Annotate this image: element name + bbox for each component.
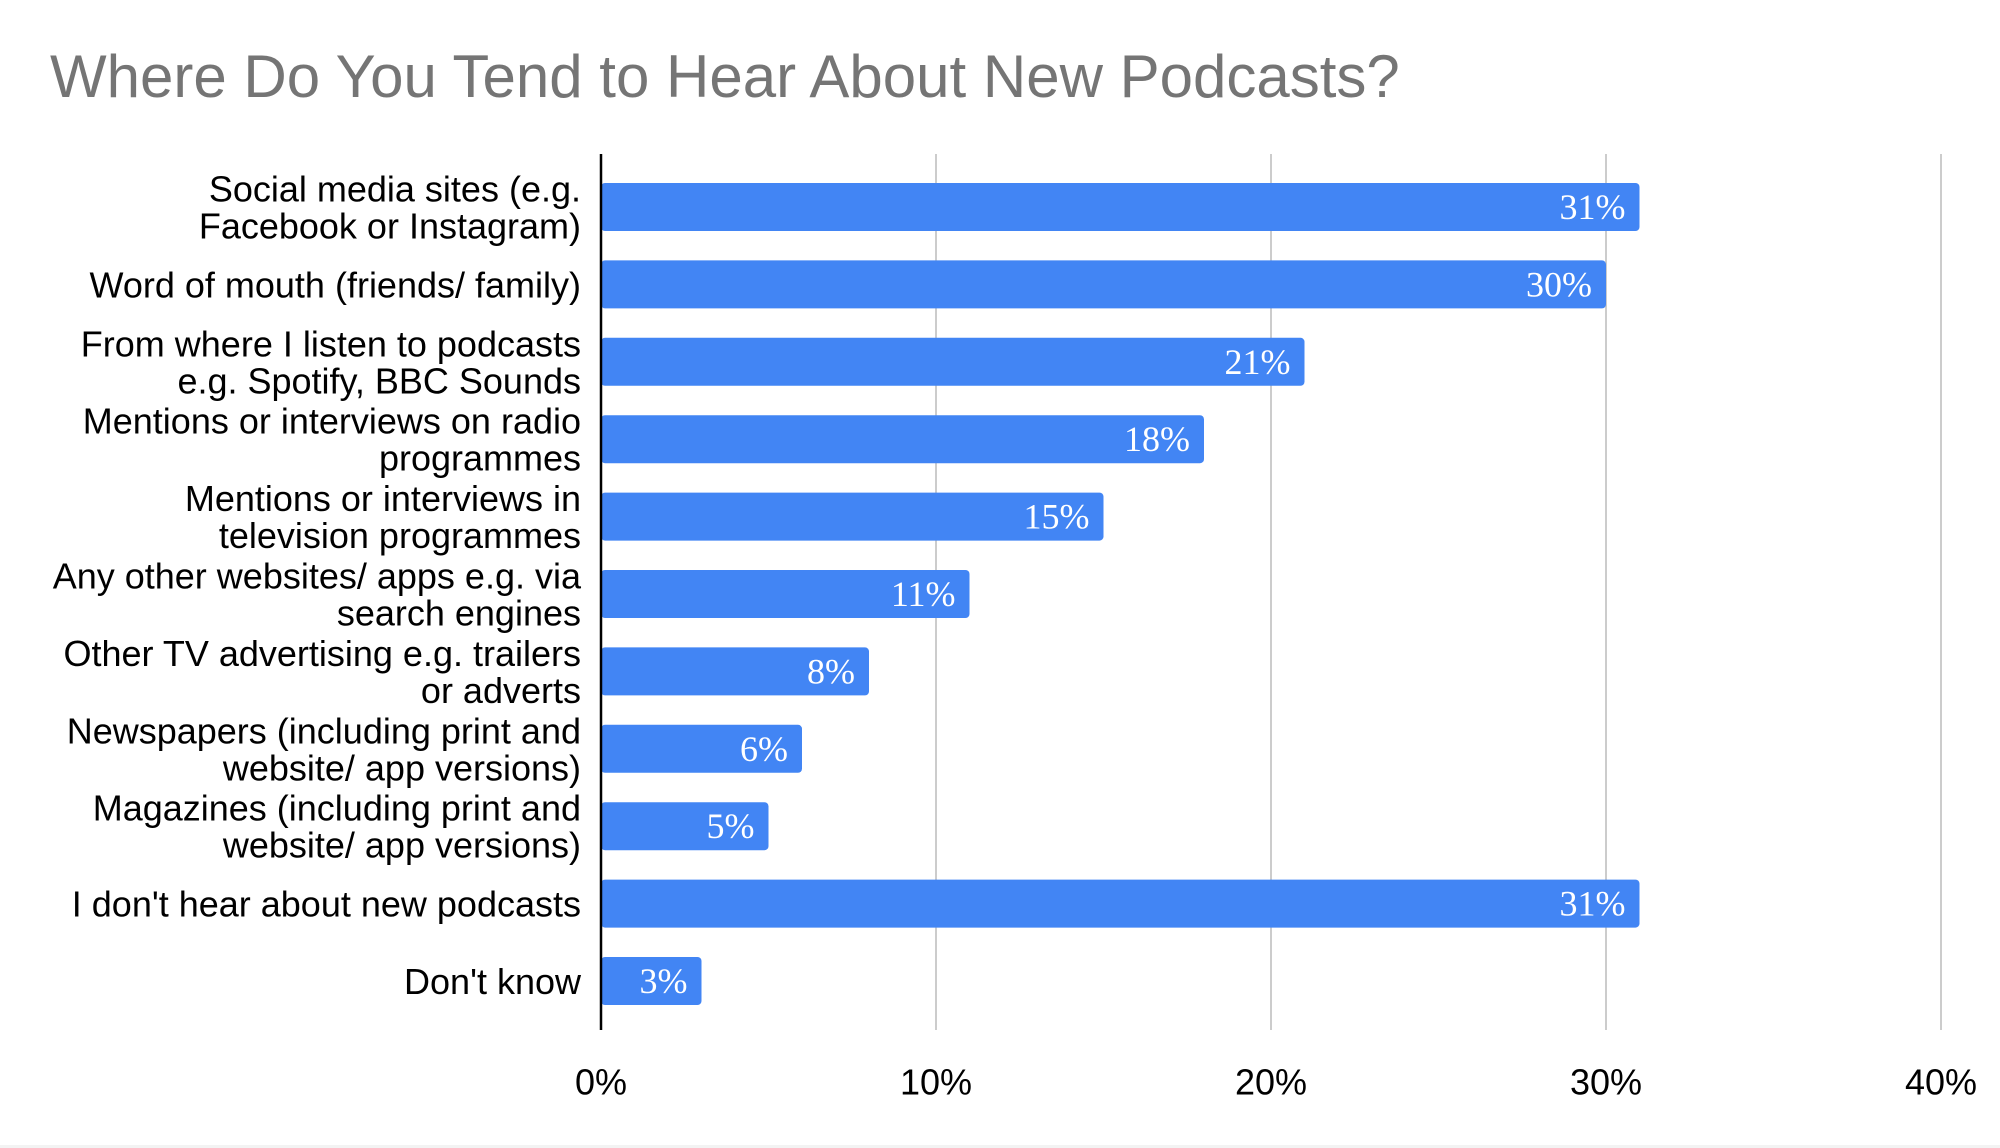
bottom-divider [0,1145,2000,1148]
category-labels: Social media sites (e.g. Facebook or Inst… [53,168,582,1002]
category-label-1: Word of mouth (friends/ family) [90,264,581,305]
bar-8 [601,802,769,851]
bar-10 [601,957,702,1005]
data-label-9: 31% [1560,884,1626,924]
bar-3 [601,415,1204,464]
category-label-2: From where I listen to podcasts e.g. Spot… [81,323,581,401]
data-label-3: 18% [1124,419,1190,459]
bar-6 [601,647,869,696]
category-label-6: Other TV advertising e.g. trailers or adv… [63,632,581,710]
category-label-4: Mentions or interviews in television prog… [185,478,581,556]
x-axis-tick-labels: 0% 10% 20% 30% 40% [575,1062,1977,1103]
data-label-8: 5% [707,806,755,846]
x-tick-label-30: 30% [1570,1062,1642,1103]
bar-4 [601,492,1104,541]
x-tick-label-20: 20% [1235,1062,1307,1103]
category-label-7: Newspapers (including print and website/ … [67,710,581,788]
data-label-2: 21% [1225,342,1291,382]
data-labels: 31% 30% 21% 18% 15% 11% 8% 6% 5% 31% 3% [640,187,1626,1001]
category-label-9: I don't hear about new podcasts [72,883,581,924]
data-label-1: 30% [1526,264,1592,304]
data-label-0: 31% [1560,187,1626,227]
data-label-5: 11% [891,574,956,614]
data-label-6: 8% [807,651,855,691]
bar-7 [601,724,802,773]
category-label-5: Any other websites/ apps e.g. via search … [53,555,582,633]
category-label-3: Mentions or interviews on radio programme… [83,400,581,478]
data-label-7: 6% [740,729,788,769]
bar-9 [601,879,1640,928]
bar-1 [601,260,1606,309]
bar-0 [601,183,1640,231]
bar-2 [601,337,1305,386]
category-label-8: Magazines (including print and website/ a… [93,787,581,865]
data-label-10: 3% [640,961,688,1001]
x-tick-label-10: 10% [900,1062,972,1103]
bar-5 [601,570,970,618]
x-tick-label-0: 0% [575,1062,627,1103]
bars [601,183,1640,1005]
category-label-0: Social media sites (e.g. Facebook or Inst… [199,168,581,246]
chart-title: Where Do You Tend to Hear About New Podc… [50,43,1400,110]
data-label-4: 15% [1024,497,1090,537]
category-label-10: Don't know [404,961,582,1002]
x-tick-label-40: 40% [1905,1062,1977,1103]
